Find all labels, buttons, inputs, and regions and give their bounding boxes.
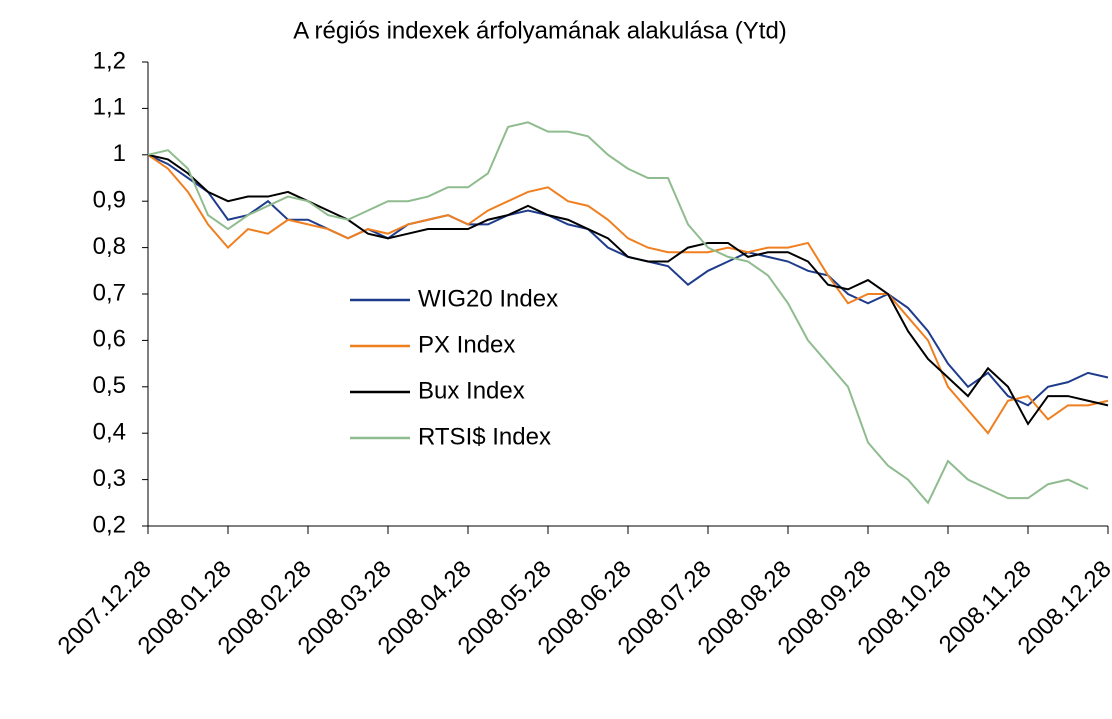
y-tick-label: 0,8 — [93, 233, 126, 260]
legend-label: Bux Index — [418, 377, 525, 404]
legend-label: WIG20 Index — [418, 285, 558, 312]
legend-label: RTSI$ Index — [418, 423, 551, 450]
y-tick-label: 0,2 — [93, 511, 126, 538]
series-line — [147, 121, 1089, 505]
y-tick-label: 1,2 — [93, 47, 126, 74]
y-tick-label: 1 — [113, 140, 126, 167]
y-tick-label: 0,9 — [93, 187, 126, 214]
y-tick-label: 1,1 — [93, 94, 126, 121]
y-tick-label: 0,7 — [93, 279, 126, 306]
y-tick-label: 0,4 — [93, 419, 126, 446]
chart-title: A régiós indexek árfolyamának alakulása … — [293, 17, 787, 44]
series-line — [147, 153, 1109, 407]
series-line — [147, 153, 1109, 435]
legend-label: PX Index — [418, 331, 515, 358]
y-tick-label: 0,6 — [93, 326, 126, 353]
y-tick-label: 0,5 — [93, 372, 126, 399]
y-tick-label: 0,3 — [93, 465, 126, 492]
